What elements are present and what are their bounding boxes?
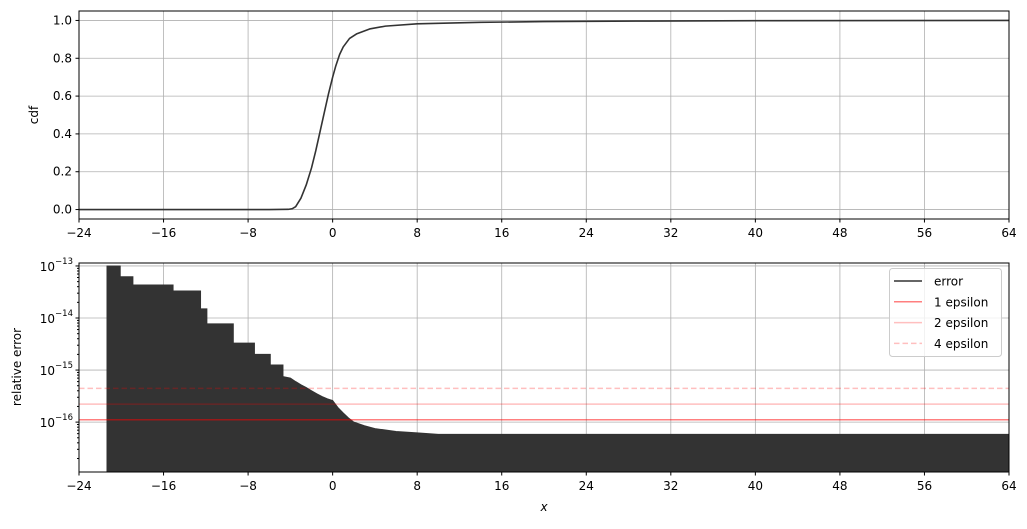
y-tick-label: 10−15 xyxy=(40,361,73,378)
y-tick-base: 10 xyxy=(40,260,55,274)
y-tick-label: 10−14 xyxy=(40,309,73,326)
y-tick-label: 0.4 xyxy=(53,127,72,141)
x-tick-label: 64 xyxy=(1001,226,1016,240)
y-tick-base: 10 xyxy=(40,312,55,326)
cdf-axes: −24 −16 −8 0 8 16 24 32 40 48 56 64 0.0 0.2 0.4 0.6 0.8 1… xyxy=(53,10,1017,240)
y-tick-label: 0.0 xyxy=(53,203,72,217)
error-axes: −24 −16 −8 0 8 16 24 32 40 48 56 6410−1310−1410−151… xyxy=(40,257,1017,493)
x-tick-label: 0 xyxy=(329,226,337,240)
x-tick-label: 24 xyxy=(579,226,594,240)
cdf-line xyxy=(79,19,1010,211)
y-tick-exponent: −16 xyxy=(55,413,73,423)
legend-label: 4 epsilon xyxy=(934,337,988,351)
x-tick-label: 40 xyxy=(748,226,763,240)
axes-frame xyxy=(78,262,1010,473)
x-tick-label: 64 xyxy=(1001,479,1016,493)
x-tick-label: 56 xyxy=(917,226,932,240)
axes-frame xyxy=(78,10,1010,220)
y-tick-base: 10 xyxy=(40,364,55,378)
y-tick-exponent: −15 xyxy=(55,361,73,371)
x-tick-label: 48 xyxy=(832,226,847,240)
x-tick-label: 16 xyxy=(494,226,509,240)
x-tick-label: −8 xyxy=(239,226,257,240)
x-tick-label: 40 xyxy=(748,479,763,493)
legend-label: 1 epsilon xyxy=(934,295,988,309)
x-tick-label: 32 xyxy=(663,226,678,240)
x-tick-label: 8 xyxy=(413,479,421,493)
y-tick-label: 10−13 xyxy=(40,257,73,274)
x-tick-label: 24 xyxy=(579,479,594,493)
y-tick-label: 0.2 xyxy=(53,165,72,179)
x-tick-label: 16 xyxy=(494,479,509,493)
y-tick-exponent: −13 xyxy=(55,257,73,267)
x-tick-label: 32 xyxy=(663,479,678,493)
y-tick-label: 10−16 xyxy=(40,413,73,430)
xlabel: x xyxy=(539,500,548,514)
x-tick-label: 8 xyxy=(413,226,421,240)
legend-label: error xyxy=(934,275,963,289)
x-tick-label: −16 xyxy=(151,226,176,240)
legend: error 1 epsilon 2 epsilon 4 epsilon xyxy=(889,268,1002,357)
y-tick-base: 10 xyxy=(40,416,55,430)
y-tick-label: 0.6 xyxy=(53,89,72,103)
y-tick-label: 1.0 xyxy=(53,13,72,27)
y-tick-exponent: −14 xyxy=(55,309,73,319)
x-tick-label: 0 xyxy=(329,479,337,493)
ylabel-cdf: cdf xyxy=(27,105,41,124)
x-tick-label: −24 xyxy=(66,479,91,493)
legend-label: 2 epsilon xyxy=(934,316,988,330)
legend-box xyxy=(889,268,1002,357)
y-tick-label: 0.8 xyxy=(53,51,72,65)
x-tick-label: −16 xyxy=(151,479,176,493)
x-tick-label: −24 xyxy=(66,226,91,240)
x-tick-label: −8 xyxy=(239,479,257,493)
x-tick-label: 56 xyxy=(917,479,932,493)
ylabel-relative-error: relative error xyxy=(10,328,24,406)
x-tick-label: 48 xyxy=(832,479,847,493)
